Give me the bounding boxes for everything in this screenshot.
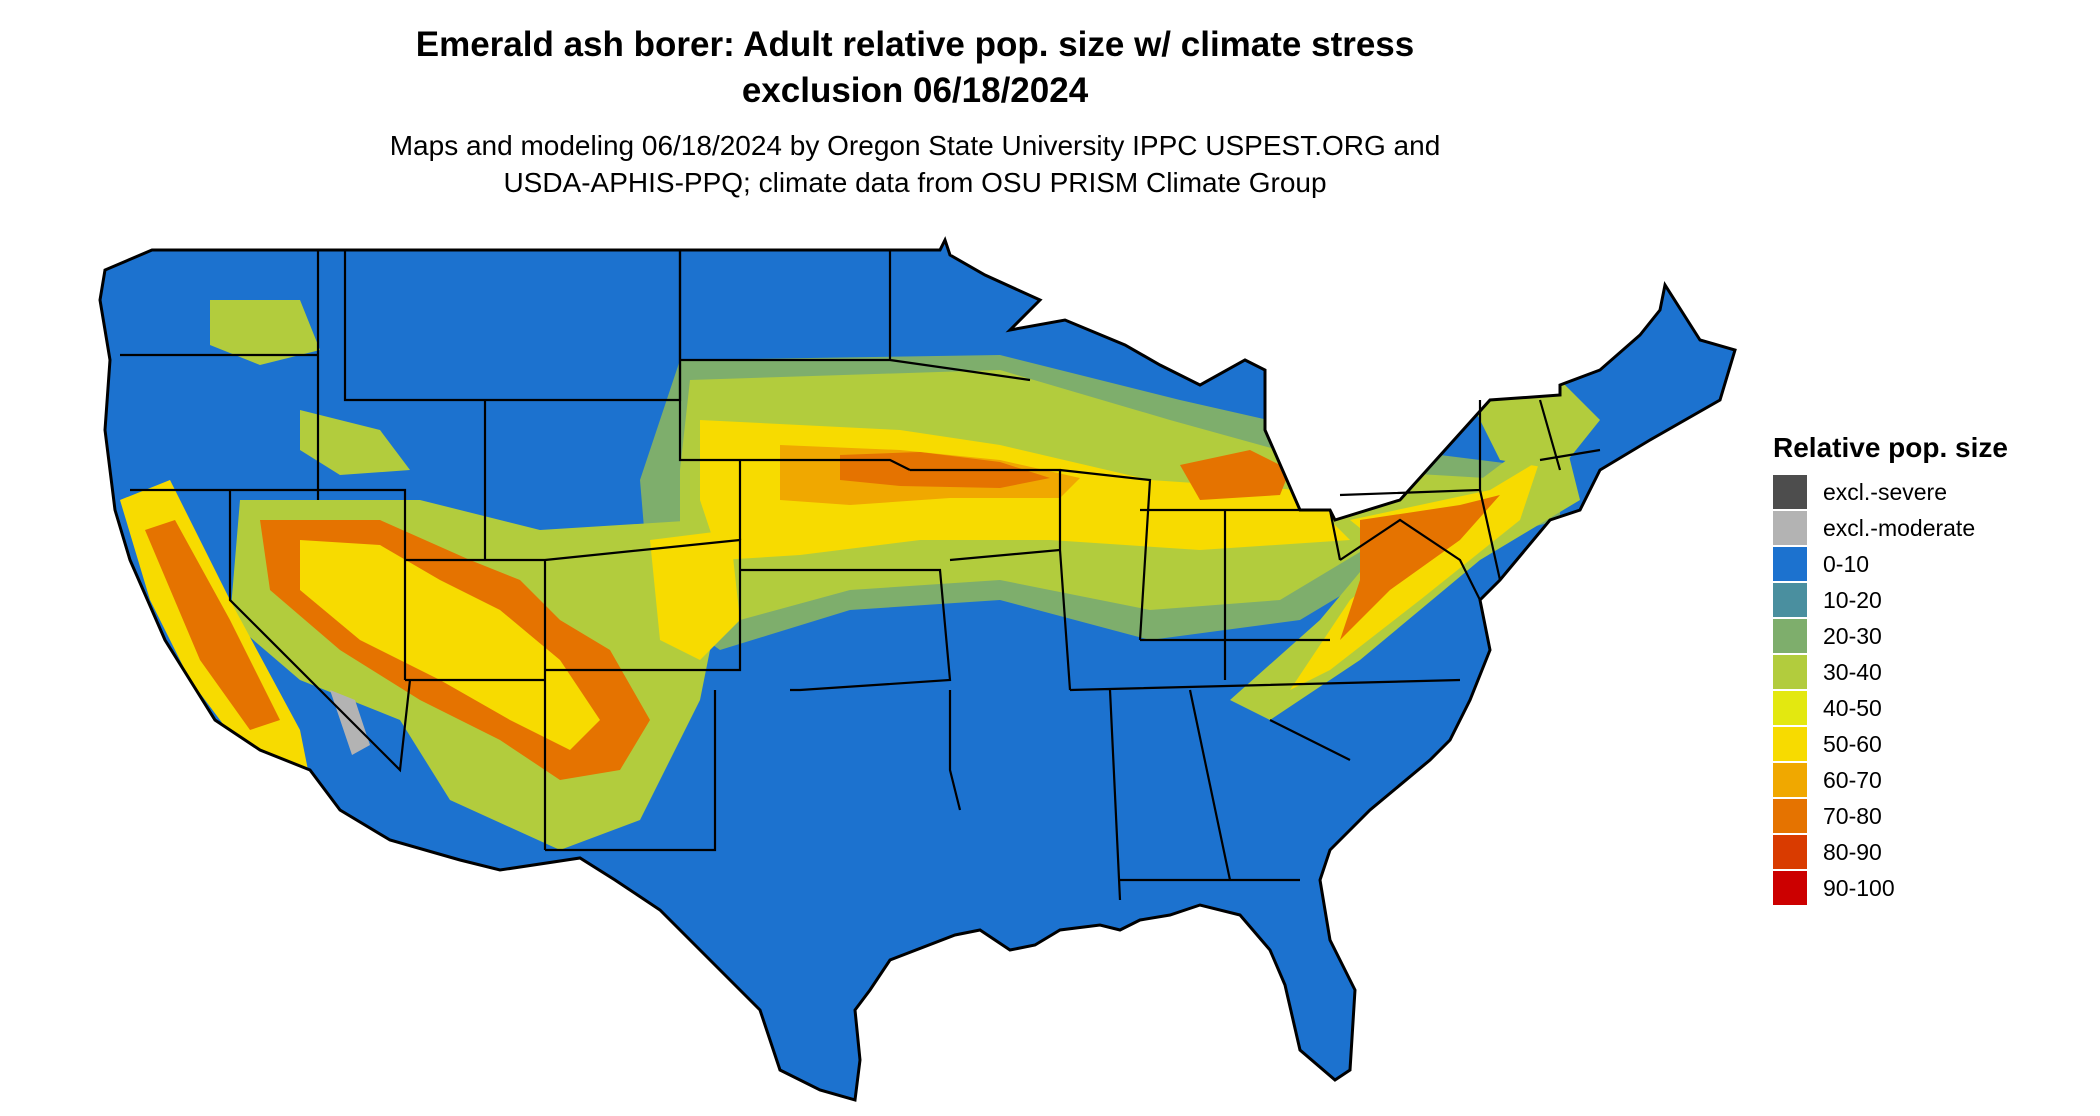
legend-swatch xyxy=(1773,871,1807,905)
legend-label: excl.-moderate xyxy=(1823,514,1976,541)
band-appalachian-70-80 xyxy=(1340,495,1500,640)
state-borders xyxy=(120,250,1601,901)
legend-item: 80-90 xyxy=(1773,834,2073,870)
legend-label: 20-30 xyxy=(1823,622,1882,649)
band-michigan xyxy=(1180,450,1290,500)
legend-label: 10-20 xyxy=(1823,586,1882,613)
legend: Relative pop. size excl.-severe excl.-mod… xyxy=(1773,430,2073,906)
legend-swatch xyxy=(1773,619,1807,653)
band-oregon xyxy=(300,410,410,475)
legend-label: 50-60 xyxy=(1823,730,1882,757)
border-east-lines xyxy=(1069,399,1601,901)
legend-label: 70-80 xyxy=(1823,802,1882,829)
legend-item: 30-40 xyxy=(1773,654,2073,690)
legend-title: Relative pop. size xyxy=(1773,432,2008,463)
map-title-line-2: exclusion 06/18/2024 xyxy=(741,71,1089,110)
legend-item: excl.-moderate xyxy=(1773,510,2073,546)
legend-item: 50-60 xyxy=(1773,726,2073,762)
legend-label: 90-100 xyxy=(1823,874,1895,901)
legend-item: excl.-severe xyxy=(1773,474,2073,510)
band-california-core xyxy=(145,520,280,730)
band-northeast xyxy=(1470,380,1600,470)
legend-swatch xyxy=(1773,655,1807,689)
suitability-bands xyxy=(120,300,1600,850)
legend-label: excl.-severe xyxy=(1823,478,1947,505)
legend-item: 10-20 xyxy=(1773,582,2073,618)
legend-label: 80-90 xyxy=(1823,838,1882,865)
map-subtitle-line-2: USDA-APHIS-PPQ; climate data from OSU PR… xyxy=(503,167,1327,198)
map-title-line-1: Emerald ash borer: Adult relative pop. s… xyxy=(415,25,1415,64)
legend-item: 40-50 xyxy=(1773,690,2073,726)
map-subtitle: Maps and modeling 06/18/2024 by Oregon S… xyxy=(0,127,1830,201)
legend-item: 60-70 xyxy=(1773,762,2073,798)
legend-items: excl.-severe excl.-moderate 0-10 10-20 20-30… xyxy=(1773,474,2073,906)
legend-label: 60-70 xyxy=(1823,766,1882,793)
legend-item: 20-30 xyxy=(1773,618,2073,654)
legend-label: 40-50 xyxy=(1823,694,1882,721)
legend-swatch xyxy=(1773,511,1807,545)
legend-swatch xyxy=(1773,835,1807,869)
legend-item: 70-80 xyxy=(1773,798,2073,834)
border-central-lines xyxy=(678,250,1152,811)
legend-item: 0-10 xyxy=(1773,546,2073,582)
map-subtitle-line-1: Maps and modeling 06/18/2024 by Oregon S… xyxy=(389,130,1441,161)
legend-label: 30-40 xyxy=(1823,658,1882,685)
legend-swatch xyxy=(1773,475,1807,509)
legend-swatch xyxy=(1773,583,1807,617)
legend-swatch xyxy=(1773,799,1807,833)
legend-swatch xyxy=(1773,763,1807,797)
legend-label: 0-10 xyxy=(1823,550,1870,577)
legend-swatch xyxy=(1773,547,1807,581)
legend-swatch xyxy=(1773,691,1807,725)
map-title: Emerald ash borer: Adult relative pop. s… xyxy=(0,22,1830,114)
band-west-50-60 xyxy=(300,540,600,750)
legend-swatch xyxy=(1773,727,1807,761)
band-colorado-front xyxy=(650,530,740,660)
band-washington xyxy=(210,300,320,365)
legend-item: 90-100 xyxy=(1773,870,2073,906)
band-excl-moderate xyxy=(330,690,370,755)
